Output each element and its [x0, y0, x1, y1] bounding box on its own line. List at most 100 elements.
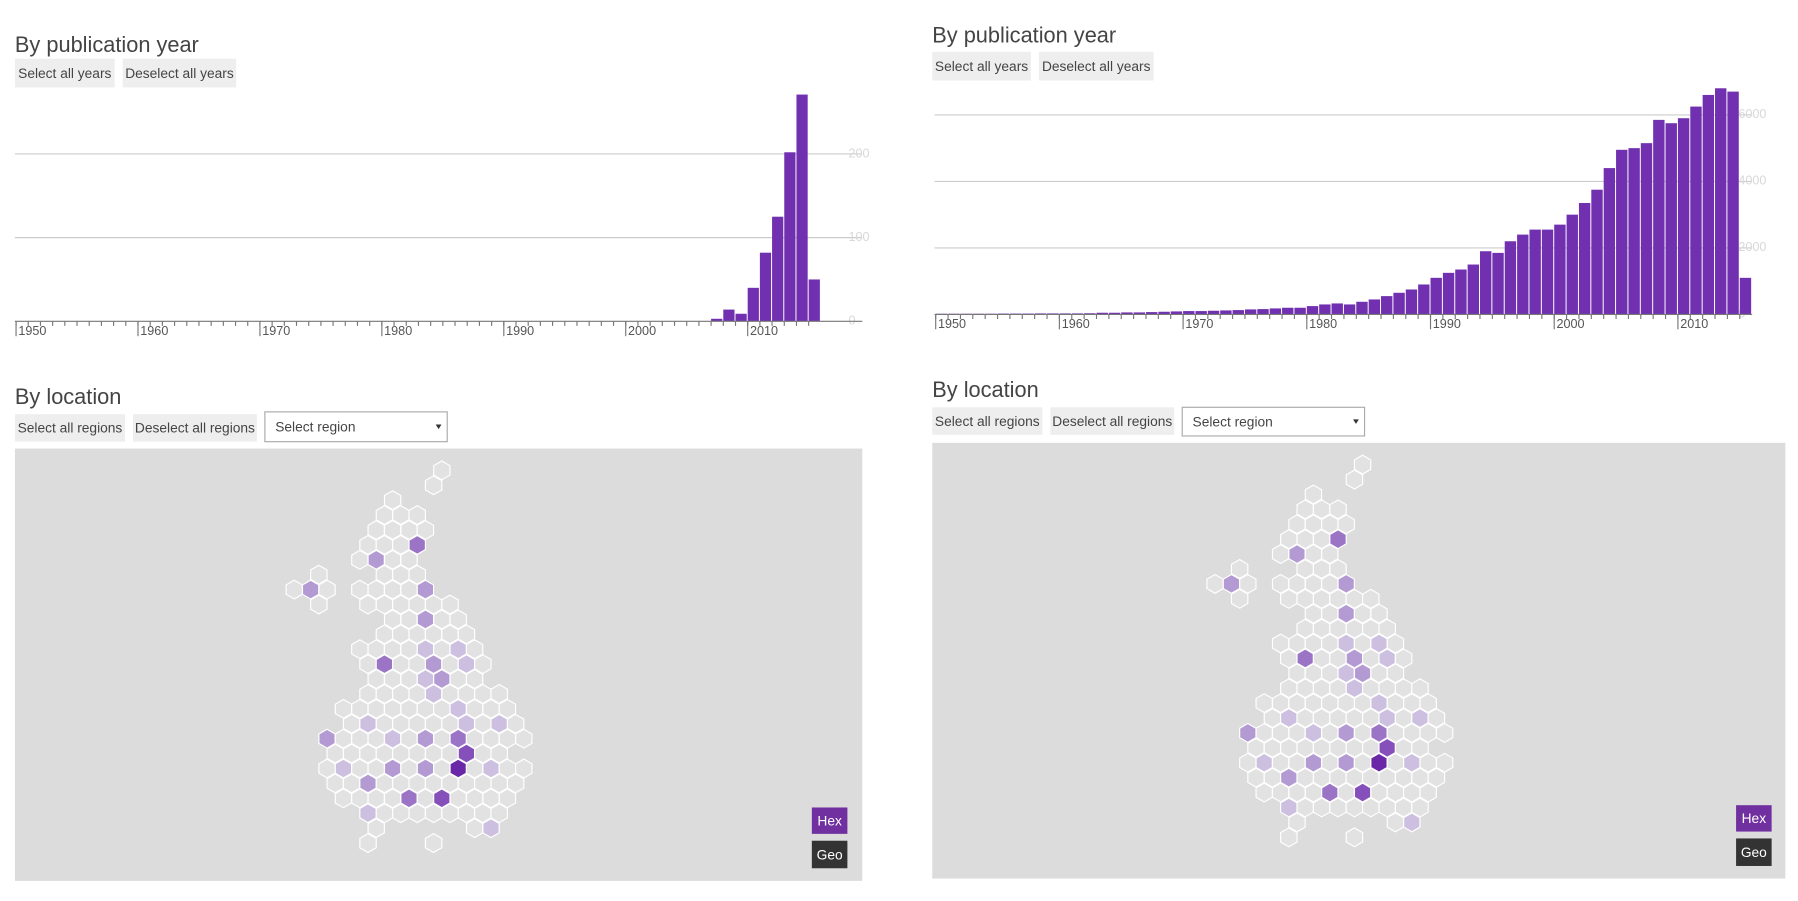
hex-region[interactable] [285, 579, 303, 600]
hex-region[interactable] [1345, 827, 1364, 848]
hex-region[interactable] [490, 803, 508, 824]
select-all-regions-label[interactable]: Select all regions [935, 414, 1040, 429]
region-select-label[interactable]: Select region [275, 420, 355, 435]
hex-region[interactable] [457, 624, 476, 645]
hex-region[interactable] [408, 803, 426, 824]
hex-region[interactable] [1427, 767, 1446, 788]
hex-region[interactable] [515, 728, 533, 749]
deselect-all-regions-label[interactable]: Deselect all regions [135, 421, 255, 436]
hex-region[interactable] [465, 668, 484, 690]
hex-region[interactable] [490, 743, 508, 764]
hex-region[interactable] [506, 773, 525, 794]
hex-region[interactable] [1386, 812, 1405, 833]
hex-region[interactable] [310, 564, 328, 585]
hex-region[interactable] [1378, 618, 1396, 639]
hex-region[interactable] [433, 460, 451, 481]
hex-region[interactable] [334, 788, 353, 809]
hex-region[interactable] [416, 519, 435, 541]
deselect-all-regions[interactable] [1050, 407, 1175, 435]
hex-region[interactable] [1419, 782, 1437, 803]
hex-region[interactable] [1321, 544, 1339, 565]
hex-region[interactable] [1435, 722, 1454, 744]
hex-region[interactable] [424, 832, 443, 854]
select-all-regions[interactable] [932, 407, 1043, 435]
hex-region[interactable] [424, 475, 443, 496]
deselect-all-years[interactable] [122, 58, 237, 88]
hex-region[interactable] [515, 758, 533, 779]
geo-button-label[interactable]: Geo [1741, 845, 1767, 860]
deselect-all-regions-label[interactable]: Deselect all regions [1052, 414, 1172, 429]
hex-region[interactable] [1386, 663, 1405, 684]
hex-region[interactable] [1370, 603, 1388, 624]
hex-region[interactable] [1353, 454, 1372, 475]
hex-region[interactable] [408, 534, 426, 555]
hex-region[interactable] [1403, 812, 1421, 833]
deselect-all-years[interactable] [1038, 51, 1154, 81]
hex-region[interactable] [441, 594, 459, 615]
geo-button[interactable] [811, 840, 848, 869]
hex-region[interactable] [1280, 588, 1298, 609]
hex-region[interactable] [383, 490, 402, 511]
hex-region[interactable] [490, 683, 508, 705]
hex-region[interactable] [1427, 707, 1446, 729]
hex-region[interactable] [1345, 469, 1364, 490]
hex-region[interactable] [498, 698, 517, 719]
hex-region[interactable] [465, 639, 484, 660]
hex-region[interactable] [1312, 797, 1331, 818]
deselect-all-years-label[interactable]: Deselect all years [1042, 59, 1151, 74]
hex-region[interactable] [441, 803, 459, 824]
hex-region[interactable] [408, 505, 426, 526]
hex-region[interactable] [1206, 573, 1224, 594]
hex-region[interactable] [1329, 797, 1347, 818]
hex-region[interactable] [506, 713, 525, 734]
geo-button[interactable] [1736, 838, 1772, 866]
hex-region[interactable] [1386, 633, 1405, 654]
hex-region[interactable] [1435, 752, 1454, 773]
hex-region[interactable] [1362, 588, 1380, 609]
hex-region[interactable] [449, 609, 467, 630]
hex-region[interactable] [1255, 782, 1273, 803]
select-all-years[interactable] [932, 51, 1031, 81]
hex-region[interactable] [424, 803, 443, 824]
hex-region[interactable] [1394, 648, 1413, 669]
hex-region[interactable] [1304, 484, 1323, 505]
hex-region[interactable] [1280, 827, 1298, 848]
hex-region[interactable] [416, 579, 435, 600]
hex-region[interactable] [1239, 573, 1257, 594]
deselect-all-regions[interactable] [133, 414, 257, 442]
hex-region[interactable] [359, 594, 377, 615]
hex-button-label[interactable]: Hex [1742, 811, 1767, 826]
hex-region[interactable] [482, 818, 500, 839]
hex-region[interactable] [474, 654, 492, 675]
select-all-regions-label[interactable]: Select all regions [18, 421, 123, 436]
hex-region[interactable] [1288, 812, 1306, 833]
hex-region[interactable] [1329, 558, 1347, 580]
hex-region[interactable] [1419, 693, 1437, 714]
hex-button[interactable] [1736, 805, 1772, 832]
hex-region[interactable] [359, 832, 377, 854]
hex-region[interactable] [1329, 529, 1347, 550]
hex-region[interactable] [1271, 544, 1290, 565]
hex-region[interactable] [367, 818, 385, 839]
hex-region[interactable] [400, 549, 418, 570]
hex-region[interactable] [1337, 514, 1355, 535]
hex-region[interactable] [318, 579, 336, 600]
hex-region[interactable] [310, 594, 328, 615]
region-select[interactable] [264, 411, 448, 443]
hex-region[interactable] [1411, 678, 1429, 699]
select-all-years-label[interactable]: Select all years [18, 66, 111, 81]
hex-region[interactable] [408, 564, 426, 585]
hex-region[interactable] [1230, 558, 1249, 580]
select-all-years[interactable] [14, 58, 115, 88]
select-all-years-label[interactable]: Select all years [935, 59, 1028, 74]
hex-region[interactable] [351, 549, 369, 570]
hex-region[interactable] [498, 788, 517, 809]
select-all-regions[interactable] [14, 414, 125, 442]
region-select[interactable] [1181, 406, 1366, 437]
region-select-label[interactable]: Select region [1193, 414, 1273, 429]
hex-button-label[interactable]: Hex [817, 813, 842, 828]
hex-region[interactable] [465, 818, 484, 839]
hex-region[interactable] [1329, 499, 1347, 520]
deselect-all-years-label[interactable]: Deselect all years [125, 66, 234, 81]
geo-button-label[interactable]: Geo [817, 847, 843, 862]
